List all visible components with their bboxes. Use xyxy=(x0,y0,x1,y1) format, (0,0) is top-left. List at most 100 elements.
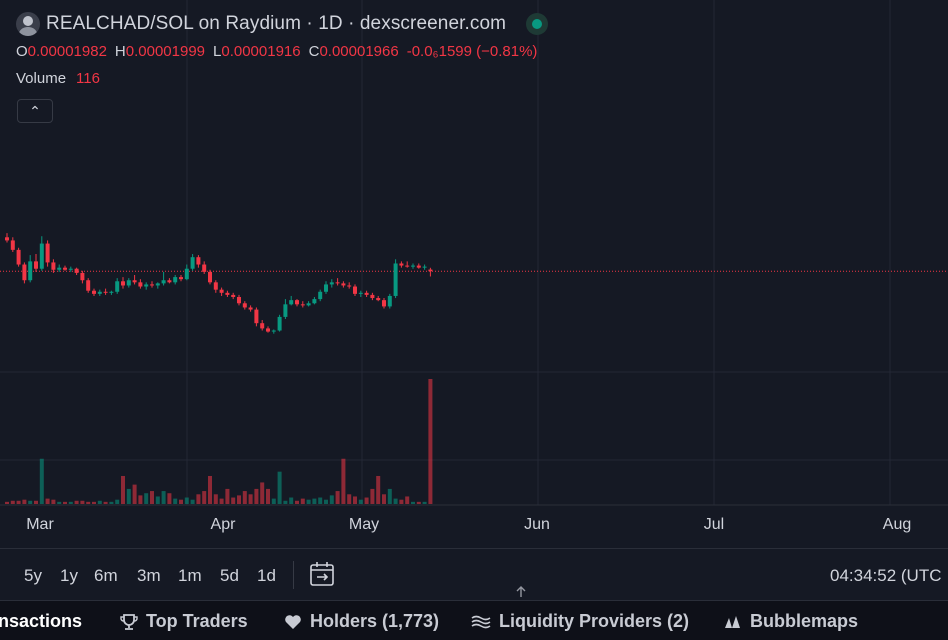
volume-bar xyxy=(5,501,9,504)
volume-bar xyxy=(242,491,247,504)
volume-bar xyxy=(68,501,73,504)
collapse-legend-button[interactable]: ⌃ xyxy=(17,99,53,123)
chart-grid xyxy=(0,0,948,506)
volume-bar xyxy=(329,495,334,504)
volume-bar xyxy=(358,499,363,504)
volume-bar xyxy=(399,499,404,504)
price-chart[interactable]: REALCHAD/SOL on Raydium · 1D · dexscreen… xyxy=(0,0,948,548)
candle-body xyxy=(16,249,21,265)
tab-transactions[interactable]: nsactions xyxy=(0,611,82,632)
tab-holders[interactable]: Holders (1,773) xyxy=(284,611,439,632)
volume-bar xyxy=(353,496,357,504)
x-axis-month-label: Jun xyxy=(524,516,550,533)
candle-body xyxy=(411,265,415,267)
candle-body xyxy=(126,280,131,286)
candle-body xyxy=(219,289,224,293)
market-status-dot-icon xyxy=(526,13,549,35)
timeframe-button-1d[interactable]: 1d xyxy=(257,566,276,585)
low-value: 0.00001916 xyxy=(221,42,301,60)
volume-bar xyxy=(266,488,270,504)
volume-bar xyxy=(109,501,114,504)
volume-bar xyxy=(300,498,305,504)
volume-bar xyxy=(237,495,241,504)
open-key: O xyxy=(16,42,28,60)
candle-body xyxy=(173,277,178,283)
high-value: 0.00001999 xyxy=(125,42,206,60)
timeframe-button-6m[interactable]: 6m xyxy=(94,566,118,585)
candle-body xyxy=(202,264,207,272)
x-axis-month-label: Jul xyxy=(703,516,725,533)
volume-bar xyxy=(144,493,149,504)
token-detail-tabs: nsactions Top Traders Holders (1,773) Li… xyxy=(0,600,948,640)
timeframe-button-1y[interactable]: 1y xyxy=(60,566,78,585)
volume-bar xyxy=(80,500,85,504)
volume-bar xyxy=(364,497,369,504)
volume-bar xyxy=(289,497,294,504)
volume-bar xyxy=(260,482,265,504)
low-key: L xyxy=(213,42,222,60)
candle-body xyxy=(208,271,212,283)
timeframe-button-5y[interactable]: 5y xyxy=(24,566,42,585)
candle-body xyxy=(318,291,323,300)
candle-body xyxy=(68,268,73,270)
volume-bar xyxy=(324,499,328,504)
candle-body xyxy=(190,257,195,269)
close-key: C xyxy=(308,42,320,60)
candle-body xyxy=(376,298,381,301)
volume-bar xyxy=(202,491,207,504)
candle-body xyxy=(300,304,305,306)
volume-bar xyxy=(208,475,212,504)
candle-body xyxy=(399,263,404,266)
candle-body xyxy=(370,294,375,299)
volume-bar xyxy=(51,499,56,504)
volume-bar xyxy=(393,498,398,504)
volume-bars-layer xyxy=(5,379,433,504)
volume-bar xyxy=(277,471,282,504)
candle-body xyxy=(144,284,149,287)
candle-body xyxy=(63,267,67,270)
volume-bar xyxy=(121,475,125,504)
tab-top-traders[interactable]: Top Traders xyxy=(120,611,248,632)
x-axis-month-label: May xyxy=(348,516,380,533)
tab-liquidity-providers[interactable]: Liquidity Providers (2) xyxy=(471,611,689,632)
candles-layer xyxy=(5,233,433,334)
candle-body xyxy=(138,282,143,287)
candle-body xyxy=(324,284,328,292)
candlestick-chart-svg[interactable] xyxy=(0,0,948,548)
tab-bubblemaps[interactable]: Bubblemaps xyxy=(724,611,858,632)
candle-body xyxy=(283,304,288,317)
candle-body xyxy=(248,307,253,310)
tab-bubblemaps-label: Bubblemaps xyxy=(750,611,859,631)
candle-body xyxy=(295,300,299,305)
candle-body xyxy=(80,272,85,281)
volume-bar xyxy=(225,488,230,504)
volume-bar xyxy=(184,497,189,504)
volume-bar xyxy=(376,475,381,504)
candle-body xyxy=(393,263,398,296)
trophy-icon xyxy=(120,613,138,631)
volume-label: Volume xyxy=(16,69,67,87)
candle-body xyxy=(335,282,340,284)
volume-bar xyxy=(306,499,311,504)
volume-bar xyxy=(10,500,15,504)
tab-holders-label: Holders (1,773) xyxy=(310,611,440,631)
utc-clock[interactable]: 04:34:52 (UTC xyxy=(830,566,942,585)
candle-body xyxy=(416,265,421,268)
date-range-calendar-icon[interactable] xyxy=(309,561,337,592)
candle-body xyxy=(184,268,189,280)
candle-body xyxy=(132,280,137,283)
candle-body xyxy=(341,283,346,286)
volume-bar xyxy=(271,498,276,504)
volume-bar xyxy=(132,484,137,504)
candle-body xyxy=(277,316,282,331)
timeframe-button-5d[interactable]: 5d xyxy=(220,566,239,585)
volume-bar xyxy=(167,493,172,504)
timeframe-button-3m[interactable]: 3m xyxy=(137,566,161,585)
high-key: H xyxy=(114,42,126,60)
volume-bar xyxy=(295,500,299,504)
timeframe-button-1m[interactable]: 1m xyxy=(178,566,202,585)
volume-bar xyxy=(150,491,154,504)
candle-body xyxy=(347,285,352,287)
candle-body xyxy=(387,295,392,307)
volume-bar xyxy=(411,501,415,504)
